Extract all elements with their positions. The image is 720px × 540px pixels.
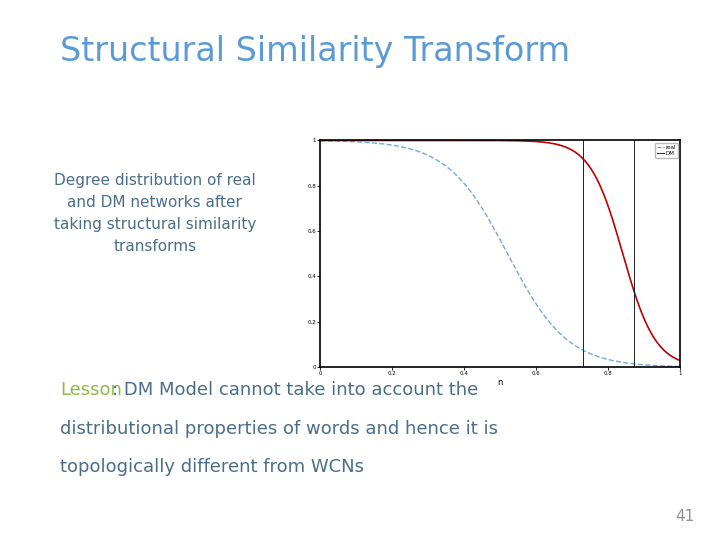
Legend: real, DM: real, DM	[655, 143, 678, 158]
Text: Degree distribution of real
and DM networks after
taking structural similarity
t: Degree distribution of real and DM netwo…	[53, 173, 256, 254]
X-axis label: n: n	[498, 378, 503, 387]
Text: Structural Similarity Transform: Structural Similarity Transform	[60, 35, 570, 68]
Text: : DM Model cannot take into account the: : DM Model cannot take into account the	[112, 381, 478, 399]
Text: Lesson: Lesson	[60, 381, 122, 399]
Text: distributional properties of words and hence it is: distributional properties of words and h…	[60, 420, 498, 437]
Text: topologically different from WCNs: topologically different from WCNs	[60, 458, 364, 476]
Text: 41: 41	[675, 509, 695, 524]
